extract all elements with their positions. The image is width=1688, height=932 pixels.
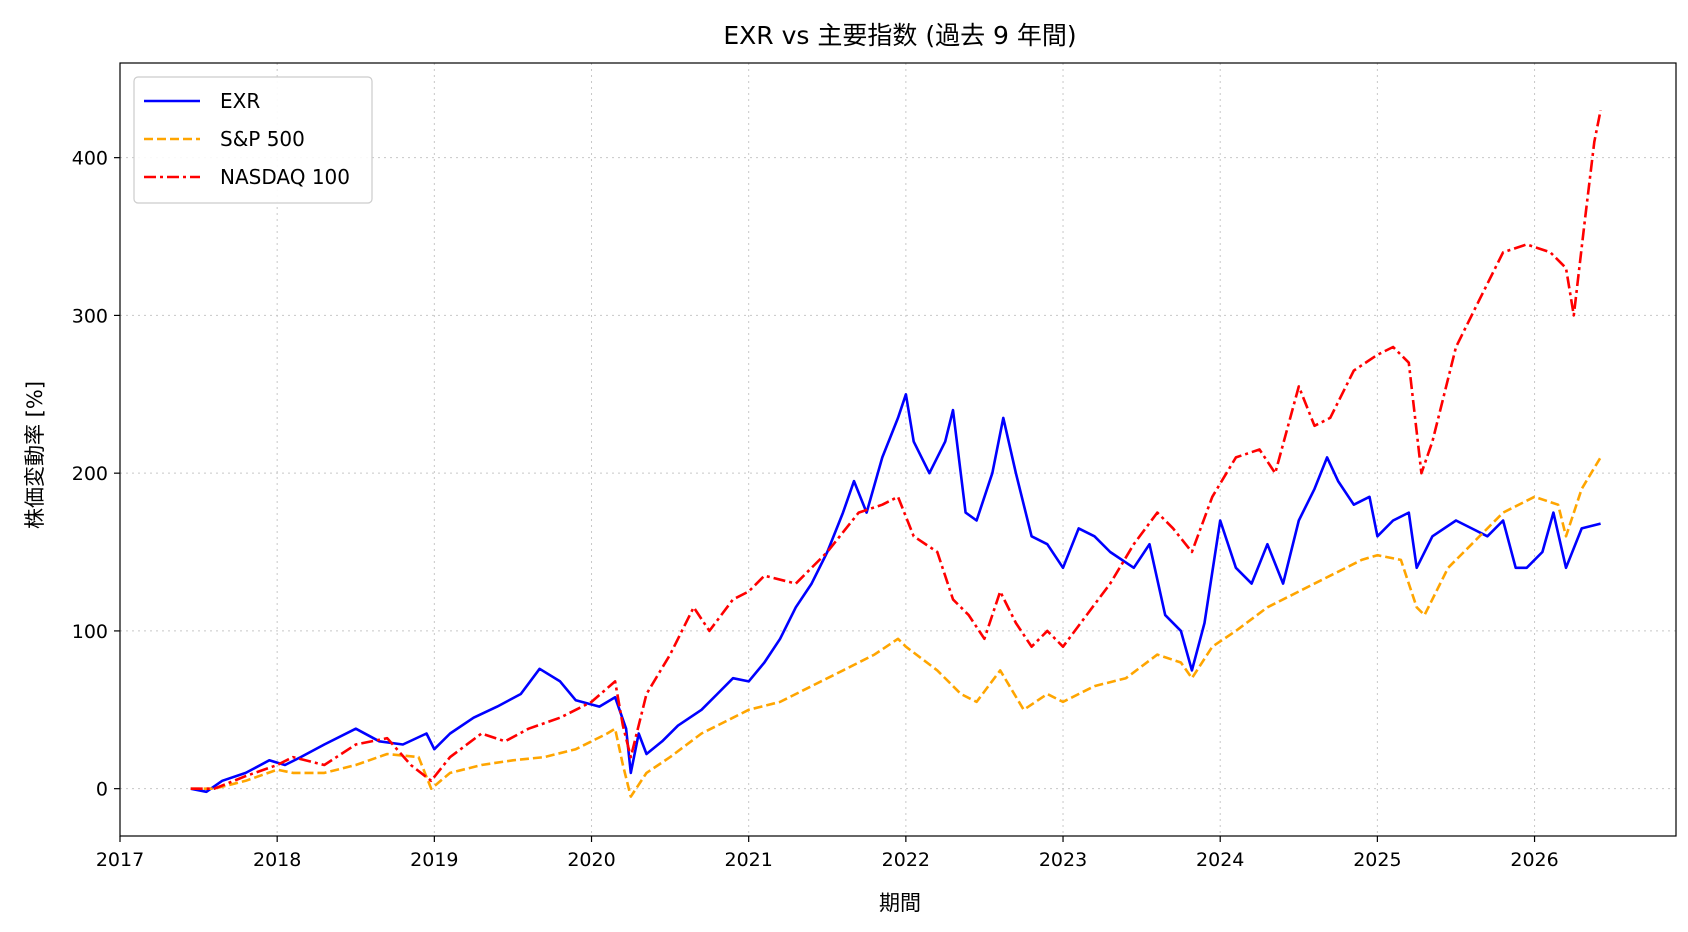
x-tick-label: 2021 xyxy=(725,849,773,871)
plot-frame xyxy=(119,62,1677,837)
x-axis-label: 期間 xyxy=(879,891,921,915)
legend-box xyxy=(133,76,373,204)
chart-title: EXR vs 主要指数 (過去 9 年間) xyxy=(723,21,1076,50)
series-lines xyxy=(190,110,1602,798)
legend: EXR S&P 500 NASDAQ 100 xyxy=(133,76,373,204)
x-tick-label: 2025 xyxy=(1353,849,1401,871)
legend-label: S&P 500 xyxy=(220,127,305,151)
y-tick-label: 200 xyxy=(72,463,108,485)
y-tick-label: 100 xyxy=(72,621,108,643)
y-axis-ticks: 0 100 200 300 400 xyxy=(72,148,120,801)
legend-label: NASDAQ 100 xyxy=(220,165,350,189)
x-tick-label: 2018 xyxy=(253,849,301,871)
series-line-0 xyxy=(190,393,1601,794)
x-tick-label: 2026 xyxy=(1510,849,1558,871)
y-tick-label: 300 xyxy=(72,305,108,327)
x-tick-label: 2020 xyxy=(567,849,615,871)
y-tick-label: 400 xyxy=(72,148,108,170)
legend-label: EXR xyxy=(220,89,260,113)
x-axis-ticks: 2017 2018 2019 2020 2021 2022 2023 2024 2025 2026 xyxy=(96,836,1559,871)
y-axis-label: 株価変動率 [%] xyxy=(23,381,47,529)
x-tick-label: 2024 xyxy=(1196,849,1244,871)
x-tick-label: 2019 xyxy=(410,849,458,871)
y-tick-label: 0 xyxy=(96,779,108,801)
x-tick-label: 2023 xyxy=(1039,849,1087,871)
x-tick-label: 2017 xyxy=(96,849,144,871)
x-tick-label: 2022 xyxy=(882,849,930,871)
grid-lines xyxy=(119,63,1676,836)
series-line-2 xyxy=(190,110,1602,790)
series-line-1 xyxy=(190,456,1602,798)
